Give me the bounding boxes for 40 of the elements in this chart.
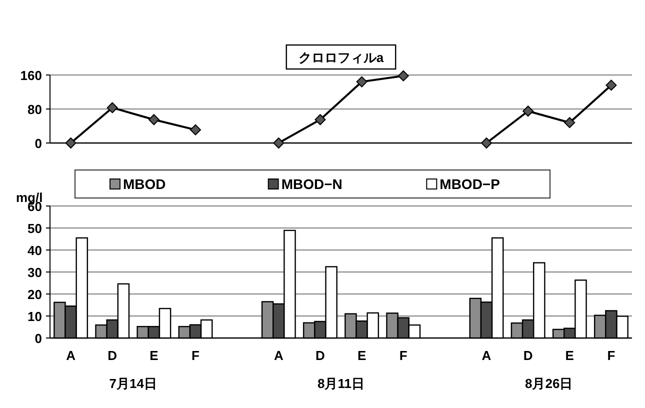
point: [190, 124, 201, 136]
point: [65, 138, 76, 148]
x-tick-label: A: [274, 348, 284, 363]
x-tick-label: D: [523, 348, 533, 363]
point: [314, 114, 326, 126]
legend-label: MBOD−P: [440, 176, 500, 192]
chart-title: クロロフィルa: [298, 50, 384, 65]
x-tick-label: E: [150, 348, 159, 363]
x-tick-label: D: [316, 348, 325, 363]
y-tick-label: 40: [28, 243, 42, 258]
point: [106, 102, 118, 114]
point: [148, 114, 160, 126]
text: 8月11日: [318, 376, 364, 391]
x-tick-label: A: [482, 348, 492, 363]
x-tick-label: A: [66, 348, 76, 363]
y-tick-label: 10: [28, 309, 42, 324]
legend-label: MBOD: [123, 176, 166, 192]
x-tick-label: D: [108, 348, 118, 363]
y-tick-label: 20: [28, 287, 42, 302]
point: [564, 117, 576, 128]
y-tick-label: 160: [20, 68, 42, 83]
x-tick-label: F: [192, 348, 200, 363]
x-tick-label: E: [357, 348, 366, 363]
point: [606, 80, 617, 91]
point: [356, 76, 368, 88]
x-tick-label: F: [607, 348, 616, 363]
y-tick-label: 0: [34, 331, 42, 346]
point: [273, 138, 284, 148]
x-tick-label: F: [399, 348, 408, 363]
text: 8月26日: [525, 376, 573, 391]
y-tick-label: 30: [28, 265, 42, 280]
y-tick-label: 50: [28, 221, 42, 236]
text: 7月14日: [109, 376, 157, 391]
x-tick-label: E: [565, 348, 574, 363]
y-tick-label: 80: [28, 102, 42, 117]
point: [398, 70, 409, 82]
point: [481, 138, 492, 148]
point: [522, 106, 534, 117]
y-tick-label: 0: [34, 136, 42, 151]
legend-label: MBOD−N: [281, 176, 342, 192]
